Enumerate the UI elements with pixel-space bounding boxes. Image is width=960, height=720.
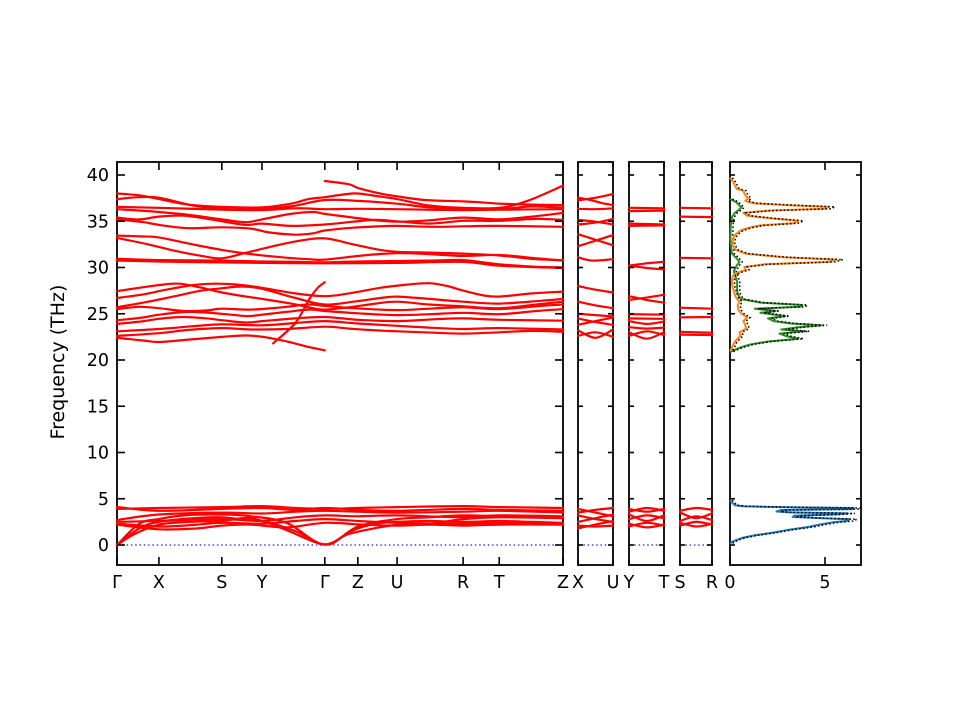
dos-curves xyxy=(729,177,863,545)
dos-low-freq xyxy=(729,499,855,545)
panel-frames xyxy=(116,161,862,566)
dos-total-overlay xyxy=(731,198,828,353)
svg-text:40: 40 xyxy=(87,166,109,186)
svg-text:X: X xyxy=(572,573,584,593)
svg-text:0: 0 xyxy=(724,573,735,593)
svg-text:Γ: Γ xyxy=(112,573,122,593)
svg-text:5: 5 xyxy=(819,573,830,593)
svg-text:Y: Y xyxy=(256,573,268,593)
svg-text:T: T xyxy=(493,573,505,593)
svg-text:S: S xyxy=(216,573,227,593)
dos-total-overlay xyxy=(731,177,844,352)
svg-text:R: R xyxy=(457,573,469,593)
svg-text:R: R xyxy=(706,573,718,593)
svg-text:T: T xyxy=(658,573,670,593)
svg-text:U: U xyxy=(607,573,620,593)
svg-text:5: 5 xyxy=(98,490,109,510)
svg-text:25: 25 xyxy=(87,305,109,325)
svg-text:Z: Z xyxy=(557,573,569,593)
svg-text:20: 20 xyxy=(87,351,109,371)
axis-ticks xyxy=(116,162,861,565)
svg-text:10: 10 xyxy=(87,444,109,464)
dos-total-overlay xyxy=(731,499,863,545)
svg-text:X: X xyxy=(153,573,165,593)
svg-text:15: 15 xyxy=(87,397,109,417)
svg-text:0: 0 xyxy=(98,536,109,556)
svg-text:35: 35 xyxy=(87,212,109,232)
svg-text:S: S xyxy=(674,573,685,593)
svg-text:Z: Z xyxy=(352,573,364,593)
svg-text:Y: Y xyxy=(623,573,635,593)
y-axis-label: Frequency (THz) xyxy=(47,284,69,440)
svg-text:Γ: Γ xyxy=(320,573,330,593)
svg-text:U: U xyxy=(391,573,404,593)
dos-high-freq xyxy=(729,177,838,352)
band-structure-curves xyxy=(115,179,714,547)
svg-text:30: 30 xyxy=(87,259,109,279)
